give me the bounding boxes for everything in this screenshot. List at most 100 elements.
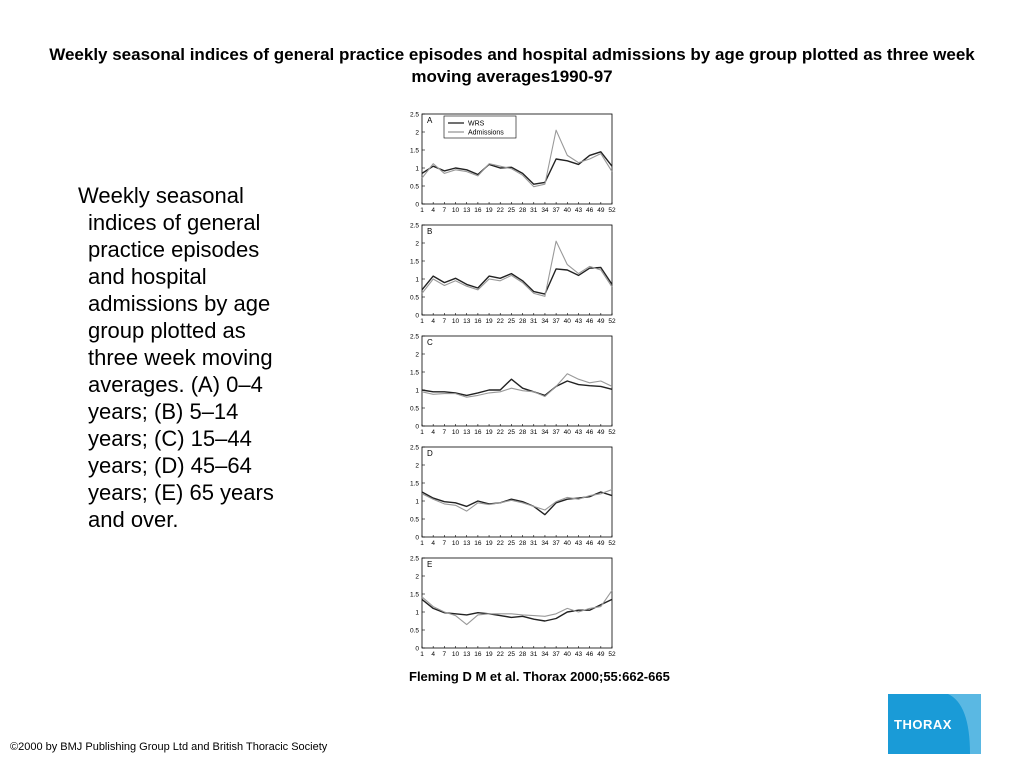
- y-tick-label: 1.5: [410, 148, 419, 155]
- y-tick-label: 2: [415, 352, 419, 359]
- x-tick-label: 34: [541, 207, 549, 214]
- y-tick-label: 1.5: [410, 592, 419, 599]
- y-tick-label: 1.5: [410, 481, 419, 488]
- x-tick-label: 7: [443, 651, 447, 658]
- x-tick-label: 19: [485, 318, 493, 325]
- x-tick-label: 13: [463, 207, 471, 214]
- logo-swoosh-icon: [948, 694, 981, 754]
- chart-panel-C: C00.511.522.51 4 7 10 13 16 19 22 25 28 31 34 37 40 43…: [410, 334, 616, 437]
- x-tick-label: 31: [530, 318, 538, 325]
- x-tick-label: 1: [420, 318, 424, 325]
- x-tick-label: 1: [420, 429, 424, 436]
- x-tick-label: 7: [443, 207, 447, 214]
- x-tick-label: 40: [564, 318, 572, 325]
- figure-caption: Weekly seasonal indices of general pract…: [78, 183, 274, 532]
- series-line-wrs: [421, 491, 613, 516]
- y-tick-label: 2.5: [410, 223, 419, 230]
- y-tick-label: 1: [415, 388, 419, 395]
- x-tick-label: 46: [586, 429, 594, 436]
- y-tick-label: 0.5: [410, 628, 419, 635]
- x-tick-label: 19: [485, 429, 493, 436]
- x-tick-label: 40: [564, 540, 572, 547]
- x-tick-label: 10: [452, 318, 460, 325]
- x-tick-label: 1: [420, 207, 424, 214]
- y-tick-label: 2.5: [410, 112, 419, 119]
- series-line-admissions: [421, 373, 613, 398]
- x-tick-label: 4: [431, 540, 435, 547]
- x-tick-label: 1: [420, 540, 424, 547]
- x-tick-label: 52: [608, 651, 616, 658]
- x-tick-label: 19: [485, 207, 493, 214]
- x-tick-label: 31: [530, 207, 538, 214]
- x-tick-label: 28: [519, 207, 527, 214]
- y-tick-label: 2: [415, 574, 419, 581]
- x-tick-label: 25: [508, 207, 516, 214]
- chart-panels: A00.511.522.51 4 7 10 13 16 19 22 25 28 31 34 37 40 43…: [410, 112, 616, 659]
- x-tick-label: 28: [519, 540, 527, 547]
- y-tick-label: 0: [415, 202, 419, 209]
- x-tick-label: 37: [553, 318, 561, 325]
- x-tick-label: 52: [608, 318, 616, 325]
- x-tick-label: 37: [553, 429, 561, 436]
- x-tick-label: 49: [597, 207, 605, 214]
- x-tick-label: 1: [420, 651, 424, 658]
- x-tick-label: 49: [597, 318, 605, 325]
- legend-label: WRS: [468, 121, 485, 128]
- x-tick-label: 25: [508, 318, 516, 325]
- x-tick-label: 46: [586, 540, 594, 547]
- plot-frame: [421, 224, 613, 316]
- series-line-wrs: [421, 598, 613, 622]
- x-tick-label: 49: [597, 429, 605, 436]
- x-tick-label: 22: [497, 651, 505, 658]
- thorax-logo: THORAX: [888, 694, 981, 754]
- slide-title: Weekly seasonal indices of general pract…: [49, 45, 975, 86]
- plot-frame: [421, 335, 613, 427]
- x-tick-label: 34: [541, 540, 549, 547]
- x-tick-label: 13: [463, 318, 471, 325]
- chart-panel-B: B00.511.522.51 4 7 10 13 16 19 22 25 28 31 34 37 40 43…: [410, 223, 616, 326]
- x-tick-label: 43: [575, 318, 583, 325]
- panel-label: D: [427, 449, 433, 458]
- x-tick-label: 10: [452, 540, 460, 547]
- x-tick-label: 4: [431, 207, 435, 214]
- x-tick-label: 43: [575, 207, 583, 214]
- x-tick-label: 4: [431, 318, 435, 325]
- series-line-admissions: [421, 488, 613, 512]
- chart-panel-E: E00.511.522.51 4 7 10 13 16 19 22 25 28 31 34 37 40 43…: [410, 556, 616, 659]
- x-tick-label: 7: [443, 540, 447, 547]
- y-tick-label: 1: [415, 610, 419, 617]
- x-tick-label: 49: [597, 540, 605, 547]
- copyright: ©2000 by BMJ Publishing Group Ltd and Br…: [10, 741, 328, 753]
- x-tick-label: 52: [608, 429, 616, 436]
- plot-frame: [421, 113, 613, 205]
- x-tick-label: 10: [452, 207, 460, 214]
- plot-frame: [421, 446, 613, 538]
- y-tick-label: 0.5: [410, 184, 419, 191]
- x-tick-label: 43: [575, 429, 583, 436]
- x-tick-label: 22: [497, 318, 505, 325]
- y-tick-label: 2.5: [410, 556, 419, 563]
- x-tick-label: 7: [443, 429, 447, 436]
- x-tick-label: 31: [530, 429, 538, 436]
- x-tick-label: 22: [497, 207, 505, 214]
- series-line-admissions: [421, 590, 613, 626]
- x-tick-label: 16: [474, 540, 482, 547]
- y-tick-label: 0.5: [410, 295, 419, 302]
- panel-label: B: [427, 227, 432, 236]
- series-line-wrs: [421, 378, 613, 397]
- y-tick-label: 1: [415, 277, 419, 284]
- x-tick-label: 37: [553, 651, 561, 658]
- x-tick-label: 52: [608, 540, 616, 547]
- x-tick-label: 22: [497, 540, 505, 547]
- series-line-wrs: [421, 266, 613, 295]
- x-tick-label: 13: [463, 540, 471, 547]
- x-tick-label: 52: [608, 207, 616, 214]
- x-tick-label: 34: [541, 318, 549, 325]
- y-tick-label: 0: [415, 535, 419, 542]
- y-tick-label: 2: [415, 241, 419, 248]
- y-tick-label: 2.5: [410, 445, 419, 452]
- x-tick-label: 43: [575, 651, 583, 658]
- y-tick-label: 1.5: [410, 259, 419, 266]
- x-tick-label: 19: [485, 540, 493, 547]
- panel-label: C: [427, 338, 433, 347]
